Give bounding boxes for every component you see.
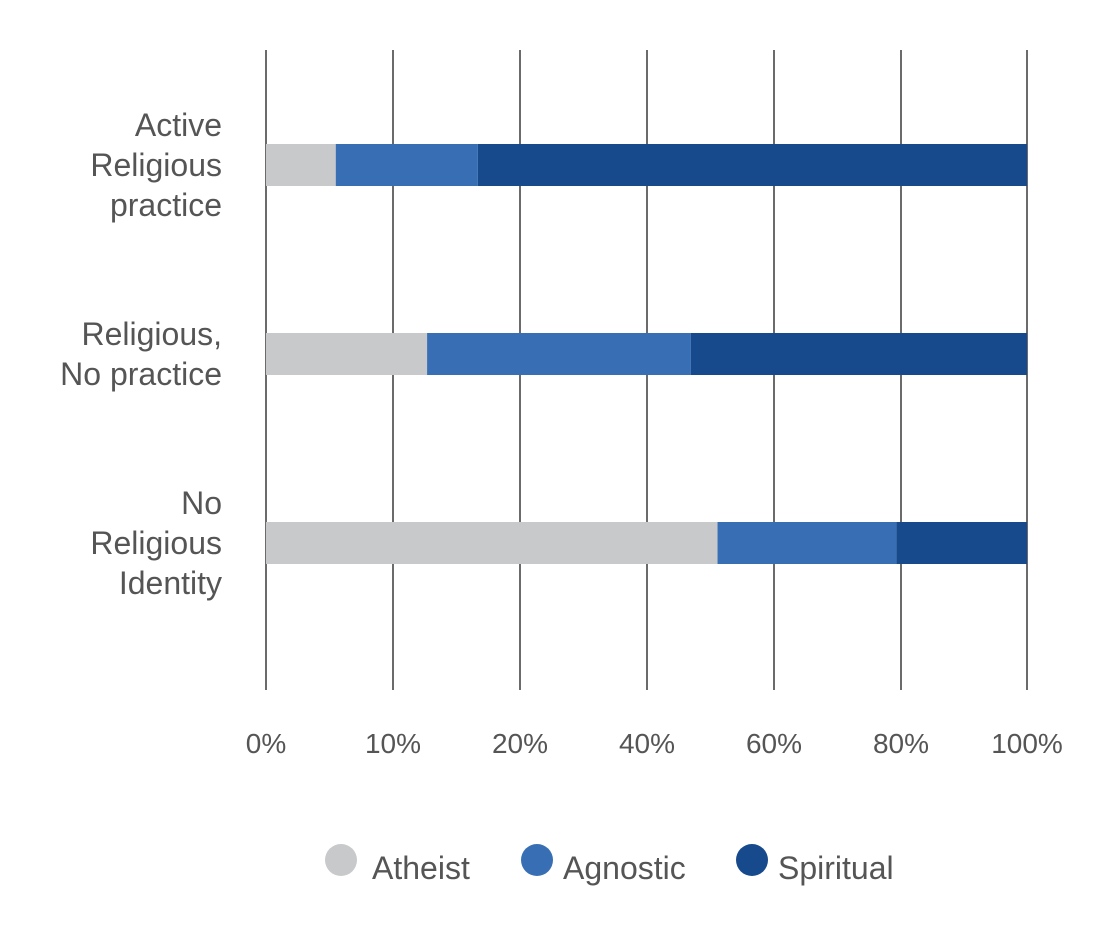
category-labels: Active Religious practice Religious, No prac… — [60, 107, 222, 601]
x-tick-label: 80% — [873, 728, 929, 759]
bar-segment-agnostic — [717, 522, 897, 564]
bar-segment-atheist — [266, 333, 428, 375]
legend-label-agnostic: Agnostic — [563, 850, 686, 886]
category-label: Identity — [119, 565, 222, 601]
legend-swatch-agnostic — [521, 844, 553, 876]
legend-label-atheist: Atheist — [372, 850, 470, 886]
category-label: Religious — [90, 525, 222, 561]
bar-segment-spiritual — [690, 333, 1027, 375]
x-tick-label: 60% — [746, 728, 802, 759]
x-tick-label: 40% — [619, 728, 675, 759]
legend-swatch-spiritual — [736, 844, 768, 876]
category-label: practice — [110, 187, 222, 223]
category-label: No — [181, 485, 222, 521]
bar-segment-atheist — [266, 522, 718, 564]
x-tick-label: 100% — [991, 728, 1063, 759]
bars — [266, 144, 1028, 564]
category-label: No practice — [60, 356, 222, 392]
bar-segment-spiritual — [896, 522, 1027, 564]
category-label: Religious — [90, 147, 222, 183]
x-axis-tick-labels: 0% 10% 20% 40% 60% 80% 100% — [246, 728, 1063, 759]
x-tick-label: 20% — [492, 728, 548, 759]
legend: Atheist Agnostic Spiritual — [325, 844, 894, 886]
bar-segment-agnostic — [335, 144, 478, 186]
legend-swatch-atheist — [325, 844, 357, 876]
bar-segment-atheist — [266, 144, 336, 186]
bar-segment-spiritual — [477, 144, 1028, 186]
x-tick-label: 10% — [365, 728, 421, 759]
category-label: Religious, — [81, 316, 222, 352]
category-label: Active — [135, 107, 222, 143]
x-tick-label: 0% — [246, 728, 286, 759]
bar-segment-agnostic — [427, 333, 691, 375]
legend-label-spiritual: Spiritual — [778, 850, 894, 886]
